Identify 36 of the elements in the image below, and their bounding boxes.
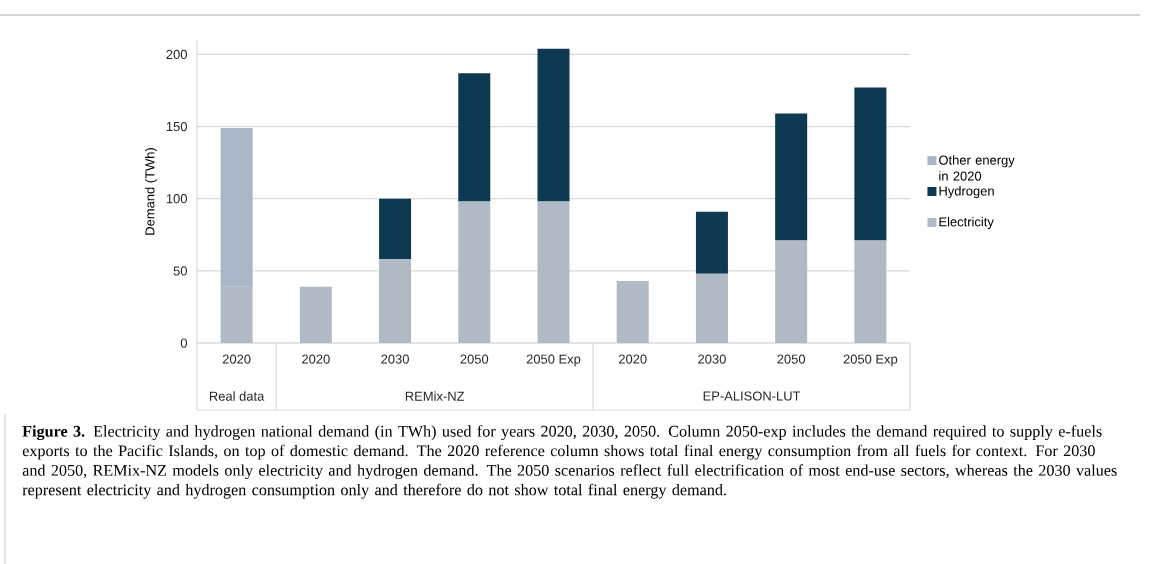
- bar: [854, 87, 887, 241]
- legend-label: Electricity: [939, 216, 994, 229]
- text: Real data: [209, 391, 265, 401]
- x-tick-label: 2030: [381, 354, 409, 364]
- y-axis-title: Demand (TWh): [144, 148, 158, 235]
- legend-label: Other energy in 2020: [939, 155, 1015, 181]
- bar: [616, 280, 649, 343]
- x-tick-label: 2050: [460, 354, 489, 364]
- text: REMix-NZ: [405, 391, 465, 401]
- x-tick-label: 2050: [777, 354, 806, 364]
- x-tick-label: 2050 Exp: [843, 354, 898, 367]
- bar: [537, 48, 570, 202]
- text: EP-ALISON-LUT: [703, 391, 801, 401]
- bar: [458, 73, 491, 202]
- bar: [537, 201, 570, 343]
- bar: [379, 198, 412, 260]
- text: Figure 3. Electricity and hydrogen national demand (in TWh) used for years 2020, 2030, 2050. Column 2050-exp includes the demand required to supply e-fuels exports to the Pacific Islands, on top of domestic demand. The 2020 reference column shows total final energy consumption from all fuels for context. For 2030 and 2050, REMix-NZ models only electricity and hydrogen demand. The 2050 scenarios reflect full electrification of most end-use sectors, whereas the 2030 values represent electricity and hydrogen consumption only and therefore do not show total final energy demand.: [22, 425, 1117, 499]
- legend-label: Hydrogen: [939, 186, 994, 199]
- x-tick-label: 2030: [698, 354, 726, 364]
- bar: [695, 273, 728, 343]
- bar: [775, 240, 808, 343]
- y-tick-label: 150: [166, 121, 187, 132]
- y-tick-label: 0: [180, 338, 187, 348]
- x-tick-label: 2020: [222, 354, 251, 364]
- y-tick-label: 50: [173, 266, 187, 276]
- y-tick-label: 200: [166, 49, 187, 60]
- bar: [854, 240, 887, 343]
- x-tick-label: 2050 Exp: [526, 354, 581, 367]
- y-tick-label: 100: [166, 194, 187, 204]
- bar: [695, 211, 728, 274]
- x-tick-label: 2020: [618, 354, 647, 364]
- bar: [299, 286, 332, 343]
- bar: [775, 113, 808, 241]
- x-tick-label: 2020: [302, 354, 330, 364]
- bar: [458, 201, 491, 343]
- bar: [379, 259, 412, 343]
